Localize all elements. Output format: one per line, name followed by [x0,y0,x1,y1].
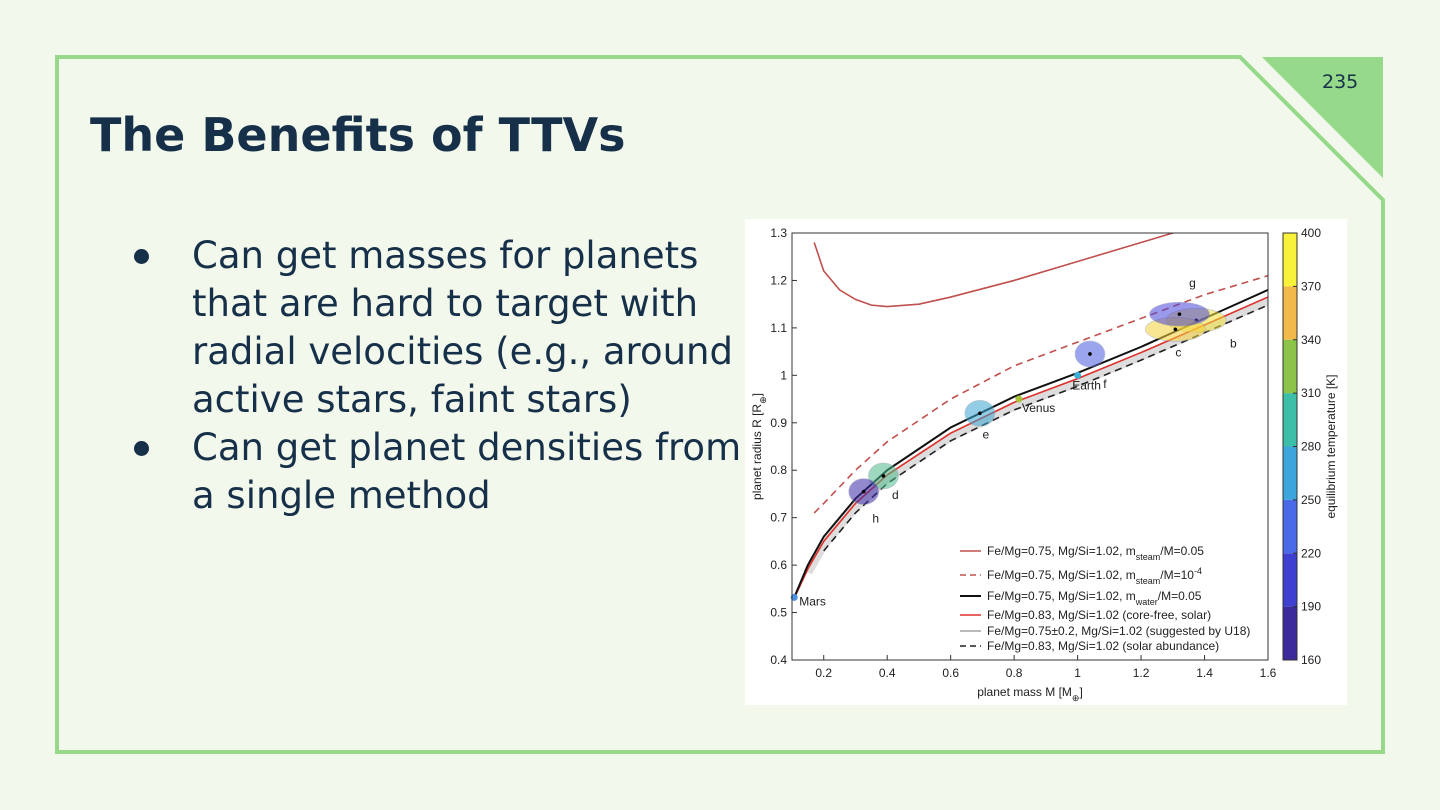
corner [1262,57,1383,178]
y-axis-label: planet radius R [R⊕] [750,393,768,500]
text-part: Fe/Mg=0.75, Mg/Si=1.02, m [987,568,1136,582]
x-tick-label: 1 [1074,666,1081,680]
planet [861,489,866,494]
text-part: /M=10 [1160,568,1194,582]
text-part: ] [750,393,764,396]
colorbar-band [1283,233,1297,287]
border [55,55,1385,754]
x-tick-label: 1.4 [1196,666,1213,680]
legend-text: Fe/Mg=0.75, Mg/Si=1.02, msteam/M=0.05 [987,544,1204,562]
text-part: /M=0.05 [1160,544,1204,558]
text-part: Fe/Mg=0.75, Mg/Si=1.02, m [987,589,1136,603]
legend-text: Fe/Mg=0.75, Mg/Si=1.02, mwater/M=0.05 [987,589,1202,607]
planet-label: h [872,512,879,526]
text-part: steam [1136,552,1161,562]
bullets: Can get masses for planets that are hard… [128,232,752,520]
colorbar-tick-label: 220 [1301,546,1321,560]
planet [978,411,982,416]
y-tick-label: 0.9 [770,416,787,430]
y-tick-label: 1.3 [770,226,787,240]
text-part: -4 [1194,566,1202,576]
planet [1088,352,1092,356]
colorbar-tick-label: 340 [1301,333,1321,347]
planet-label: c [1175,345,1181,359]
colorbar-band [1283,446,1297,500]
x-tick-label: 0.6 [942,666,959,680]
colorbar-tick-label: 250 [1301,493,1321,507]
colorbar-band [1283,339,1297,394]
planet-label: e [983,427,990,441]
colorbar-band [1283,606,1297,660]
text-part: water [1135,597,1158,607]
text-part: steam [1136,576,1161,586]
legend-text: Fe/Mg=0.75±0.2, Mg/Si=1.02 (suggested by… [987,624,1250,638]
legend-text: Fe/Mg=0.83, Mg/Si=1.02 (core-free, solar… [987,608,1211,622]
text-part: Fe/Mg=0.83, Mg/Si=1.02 (solar abundance) [987,639,1219,653]
curve [813,233,1174,308]
planet [881,474,886,478]
colorbar-tick-label: 400 [1301,226,1321,240]
planet-label: Earth [1072,378,1101,392]
colorbar-tick-label: 370 [1301,279,1321,293]
colorbar-label: equilibrium temperature [K] [1324,374,1338,518]
y-tick-label: 0.7 [770,511,787,525]
planet-label: Mars [799,594,826,608]
text-part: ⊕ [758,396,768,404]
planet-label: f [1103,377,1107,391]
x-axis-label: planet mass M [M⊕] [977,685,1083,703]
planet-label: d [892,488,899,502]
text-part: planet mass M [M [977,685,1072,699]
colorbar-tick-label: 310 [1301,386,1321,400]
planet [1173,327,1178,332]
legend-text: Fe/Mg=0.75, Mg/Si=1.02, msteam/M=10-4 [987,566,1202,586]
text-part: ⊕ [1072,693,1080,703]
x-tick-label: 0.8 [1006,666,1023,680]
y-tick-label: 0.4 [770,653,787,667]
colorbar-band [1283,393,1297,447]
colorbar-tick-label: 190 [1301,600,1321,614]
planet [1074,371,1082,379]
x-tick-label: 0.4 [879,666,896,680]
planet [1015,395,1023,403]
legend-text: Fe/Mg=0.83, Mg/Si=1.02 (solar abundance) [987,639,1219,653]
plot-frame [791,232,1269,661]
curve [813,274,1268,514]
x-tick-label: 1.2 [1133,666,1150,680]
y-tick-label: 0.8 [770,463,787,477]
y-tick-label: 1 [780,368,787,382]
planet-label: Venus [1022,401,1055,415]
x-tick-label: 0.2 [815,666,832,680]
planet [1177,312,1182,316]
page-number: 235 [1322,71,1359,93]
bullet: Can get masses for planets that are hard… [134,232,752,424]
x-tick-label: 1.6 [1260,666,1277,680]
colorbar-band [1283,499,1297,554]
y-tick-label: 1.2 [770,273,787,287]
colorbar-tick-label: 280 [1301,440,1321,454]
bullet: Can get planet densities from a single m… [134,424,752,520]
title: The Benefits of TTVs [90,108,626,162]
y-tick-label: 0.5 [770,606,787,620]
text-part: planet radius R [R [750,404,764,500]
colorbar-band [1283,553,1297,607]
colorbar-band [1283,286,1297,340]
text-part: Fe/Mg=0.83, Mg/Si=1.02 (core-free, solar… [987,608,1211,622]
text-part: /M=0.05 [1158,589,1202,603]
text-part: Fe/Mg=0.75±0.2, Mg/Si=1.02 (suggested by… [987,624,1250,638]
curve [793,296,1268,599]
planet-label: b [1230,336,1237,350]
chart: 0.2 0.4 0.6 0.8 1 1.2 1.4 1.6 0.4 0.5 0.6 0.7 0.8 0.9… [745,219,1347,705]
text-part: ] [1079,685,1082,699]
planet-label: g [1189,276,1196,290]
y-tick-label: 0.6 [770,558,787,572]
colorbar-tick-label: 160 [1301,653,1321,667]
y-tick-label: 1.1 [770,321,787,335]
text-part: Fe/Mg=0.75, Mg/Si=1.02, m [987,544,1136,558]
